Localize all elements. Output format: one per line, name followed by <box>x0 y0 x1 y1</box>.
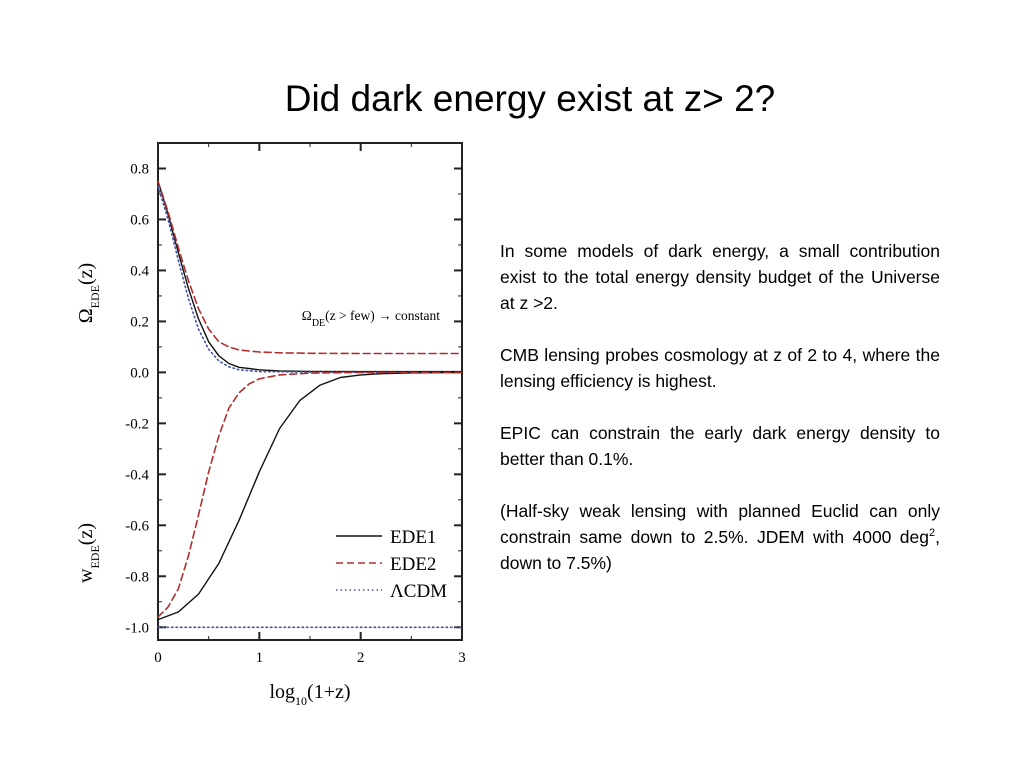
y-axis-label-omega: ΩEDE(z) <box>75 263 102 323</box>
paragraph-3: EPIC can constrain the early dark energy… <box>500 423 940 469</box>
x-tick-label: 2 <box>357 650 365 666</box>
y-tick-label: -0.2 <box>125 416 149 432</box>
y-tick-label: 0.6 <box>130 212 149 228</box>
x-tick-label: 1 <box>256 650 263 666</box>
series-ede2-w-line <box>157 371 463 618</box>
legend-label: EDE2 <box>390 554 436 575</box>
y-tick-label: -0.8 <box>125 569 149 585</box>
paragraph-4-tail: , down to 7.5%) <box>500 527 940 573</box>
paragraph-4-text: (Half-sky weak lensing with planned Eucl… <box>500 501 940 547</box>
plot-area: 0.8 0.6 0.4 0.2 0.0 -0.2 -0.4 -0.6 -0.8 -1.0 0 1 2 3 <box>125 142 466 666</box>
paragraph-1: In some models of dark energy, a small c… <box>500 241 940 313</box>
y-tick-label: 0.2 <box>130 314 149 330</box>
y-tick-label: -0.4 <box>125 467 149 483</box>
legend-label: ΛCDM <box>390 581 447 602</box>
y-axis-label-w: wEDE(z) <box>75 523 102 583</box>
chart: 0.80.60.40.20.0-0.2-0.4-0.6-0.8-1.00 1 2 3 … <box>75 142 466 708</box>
legend: EDE1 EDE2 ΛCDM <box>336 527 447 602</box>
paragraph-2: CMB lensing probes cosmology at z of 2 t… <box>500 345 940 391</box>
x-tick-label: 0 <box>154 650 162 666</box>
series-cdm-omega-line <box>157 185 463 374</box>
paragraph-4-superscript: 2 <box>929 527 936 540</box>
y-tick-label: -1.0 <box>125 620 149 636</box>
y-tick-label: 0.4 <box>130 263 149 279</box>
y-tick-label: 0.0 <box>130 365 149 381</box>
annotation-label: ΩDE(z > few) → constant <box>302 308 440 329</box>
x-tick-label: 3 <box>458 650 466 666</box>
paragraph-4: (Half-sky weak lensing with planned Eucl… <box>500 498 940 576</box>
body-text: In some models of dark energy, a small c… <box>500 238 940 602</box>
slide-title: Did dark energy exist at z> 2? <box>284 78 776 119</box>
legend-label: EDE1 <box>390 527 436 548</box>
x-axis-label: log10(1+z) <box>269 681 350 708</box>
y-tick-label: 0.8 <box>130 161 149 177</box>
series-ede1-omega-line <box>157 180 463 373</box>
y-tick-label: -0.6 <box>125 518 149 534</box>
series-ede2-omega-line <box>157 180 463 355</box>
series-ede1-w-line <box>157 371 463 621</box>
